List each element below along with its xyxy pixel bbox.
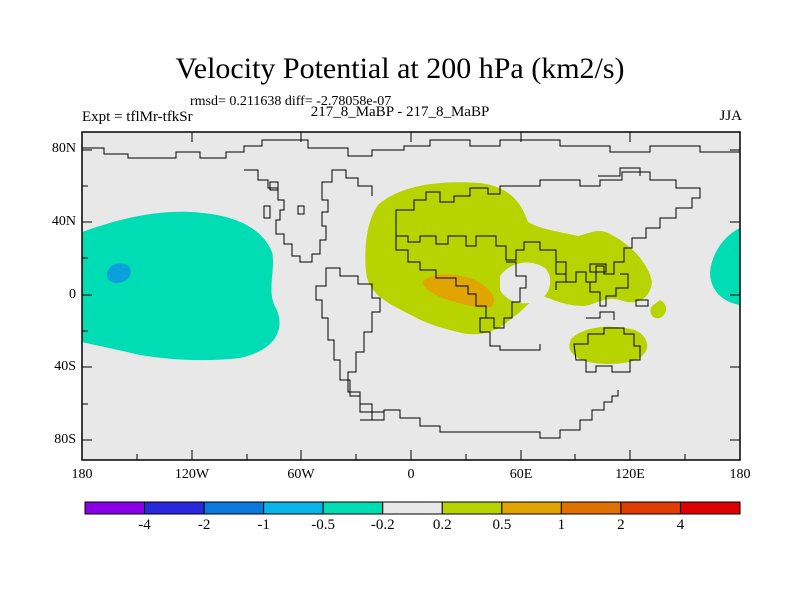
- colorbar-label: -0.2: [370, 517, 395, 533]
- colorbar-label: -4: [138, 517, 151, 533]
- y-tick-label: 80S: [54, 432, 76, 447]
- colorbar-label: -1: [257, 517, 270, 533]
- y-tick-label: 80N: [51, 141, 76, 156]
- green-cutout-region: [500, 262, 551, 304]
- y-axis-ticks: [82, 131, 740, 441]
- y-tick-label: 0: [69, 287, 76, 302]
- colorbar: [84, 501, 741, 515]
- colorbar-swatch: [144, 501, 205, 515]
- colorbar-swatch: [620, 501, 681, 515]
- colorbar-swatch: [382, 501, 443, 515]
- colorbar-label: 0.5: [492, 517, 512, 533]
- colorbar-label: 1: [557, 517, 566, 533]
- australia-positive-region: [569, 326, 648, 364]
- experiment-label: Expt = tflMr-tfkSr: [82, 109, 193, 125]
- colorbar-swatch: [263, 501, 324, 515]
- colorbar-label: 0.2: [432, 517, 452, 533]
- x-tick-label: 180: [729, 467, 751, 482]
- x-tick-label: 60E: [509, 467, 533, 482]
- indian-ocean-positive-region: [650, 300, 666, 319]
- colorbar-swatch: [560, 501, 622, 515]
- x-tick-label: 180: [71, 467, 93, 482]
- colorbar-swatch: [441, 501, 503, 515]
- colorbar-swatch: [203, 501, 265, 515]
- coastlines: [82, 139, 740, 439]
- colorbar-label: -0.5: [311, 517, 336, 533]
- stats-label: rmsd= 0.211638 diff= -2.78058e-07: [190, 94, 392, 109]
- chart-title: Velocity Potential at 200 hPa (km2/s): [175, 52, 625, 85]
- x-tick-label: 0: [407, 467, 415, 482]
- case-label: 217_8_MaBP - 217_8_MaBP: [310, 104, 490, 120]
- x-tick-label: 120W: [174, 467, 210, 482]
- y-tick-label: 40N: [51, 214, 76, 229]
- colorbar-label: 2: [617, 517, 625, 533]
- x-tick-label: 60W: [287, 467, 315, 482]
- east-pacific-negative-region: [710, 228, 740, 305]
- pacific-negative-region: [82, 211, 280, 361]
- colorbar-swatch: [501, 501, 562, 515]
- x-tick-label: 120E: [615, 467, 645, 482]
- y-tick-label: 40S: [54, 359, 76, 374]
- pacific-minimum-region: [106, 263, 131, 283]
- colorbar-swatch: [679, 501, 741, 515]
- season-label: JJA: [719, 108, 742, 124]
- colorbar-swatch: [322, 501, 384, 515]
- eurasia-positive-region: [365, 182, 652, 335]
- colorbar-label: 4: [676, 517, 685, 533]
- x-axis-ticks: [81, 132, 741, 460]
- colorbar-swatch: [84, 501, 146, 515]
- colorbar-label: -2: [197, 517, 211, 533]
